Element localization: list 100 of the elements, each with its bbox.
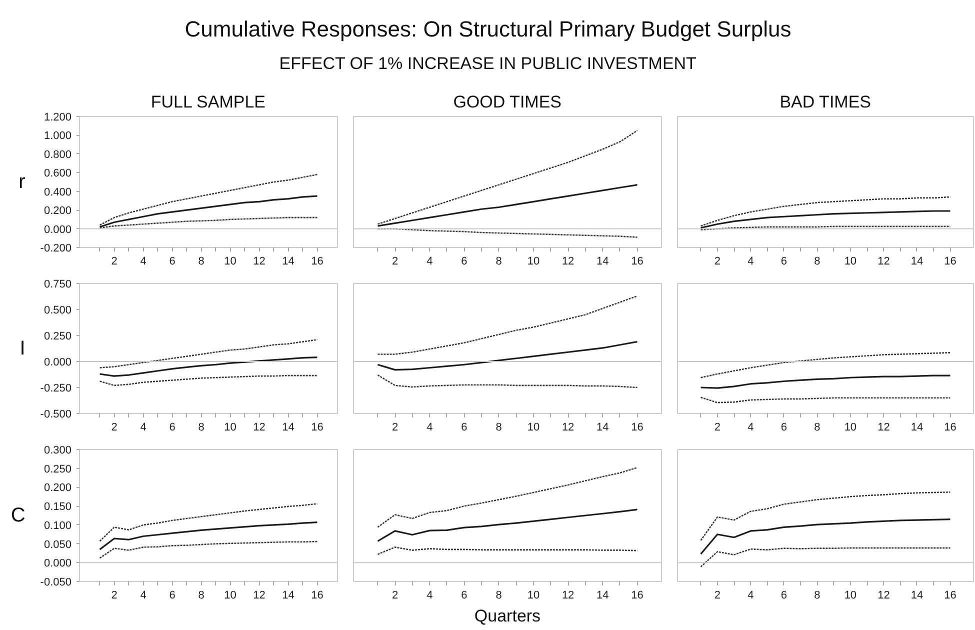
y-tick-label: 0.750: [44, 278, 72, 290]
y-tick-label: 0.050: [44, 538, 72, 551]
y-tick-label: 0.600: [44, 168, 72, 180]
y-tick-label: 0.100: [44, 520, 72, 532]
x-tick-label: 2: [392, 422, 398, 434]
x-tick-label: 2: [714, 422, 720, 434]
x-tick-label: 14: [282, 590, 294, 602]
x-tick-label: 6: [461, 422, 468, 434]
x-tick-label: 16: [311, 590, 324, 602]
chart-title: GOOD TIMES: [453, 92, 562, 112]
x-tick-label: 8: [496, 256, 502, 268]
x-tick-label: 6: [461, 256, 468, 268]
x-tick-label: 16: [631, 590, 644, 602]
x-tick-label: 4: [140, 256, 146, 268]
x-tick-label: 10: [844, 590, 857, 602]
x-tick-label: 10: [527, 590, 540, 602]
x-tick-label: 14: [910, 422, 924, 434]
x-tick-label: 8: [198, 590, 204, 602]
x-tick-label: 16: [944, 256, 956, 268]
y-axis-title: C: [10, 504, 26, 526]
x-tick-label: 16: [631, 422, 644, 434]
x-tick-label: 12: [253, 590, 266, 602]
x-tick-label: 12: [253, 422, 266, 434]
x-tick-label: 2: [111, 256, 118, 268]
x-tick-label: 4: [140, 590, 146, 602]
chart-title: BAD TIMES: [780, 92, 872, 112]
x-tick-label: 14: [596, 422, 609, 434]
x-tick-label: 4: [426, 256, 433, 268]
x-tick-label: 4: [426, 590, 433, 602]
x-tick-label: 10: [844, 256, 857, 268]
chart-title: FULL SAMPLE: [150, 92, 266, 112]
x-tick-label: 8: [814, 422, 820, 434]
x-tick-label: 10: [224, 422, 236, 434]
x-tick-label: 8: [496, 422, 502, 434]
x-tick-label: 8: [814, 590, 820, 602]
y-tick-label: 0.300: [44, 444, 72, 456]
y-tick-label: 0.800: [44, 148, 72, 161]
x-tick-label: 16: [311, 256, 324, 268]
y-tick-label: 0.150: [44, 501, 72, 514]
x-tick-label: 6: [780, 422, 787, 434]
x-tick-label: 6: [461, 590, 468, 602]
x-tick-label: 4: [748, 256, 754, 268]
y-tick-label: 0.000: [44, 356, 72, 368]
x-tick-label: 10: [527, 422, 540, 434]
y-tick-label: 1.000: [44, 130, 72, 142]
y-tick-label: 0.500: [44, 304, 72, 316]
y-tick-label: -0.200: [40, 242, 72, 254]
x-tick-label: 10: [224, 256, 236, 268]
x-tick-label: 2: [111, 590, 118, 602]
y-tick-label: -0.500: [40, 408, 72, 420]
x-tick-label: 10: [844, 422, 857, 434]
x-tick-label: 2: [111, 422, 118, 434]
x-tick-label: 14: [282, 422, 294, 434]
x-tick-label: 12: [253, 256, 266, 268]
x-tick-label: 16: [311, 422, 324, 434]
x-tick-label: 12: [878, 256, 890, 268]
x-tick-label: 10: [224, 590, 236, 602]
x-tick-label: 4: [140, 422, 146, 434]
x-tick-label: 14: [910, 590, 924, 602]
x-tick-label: 8: [198, 256, 204, 268]
x-tick-label: 2: [392, 590, 398, 602]
x-tick-label: 6: [169, 256, 176, 268]
x-tick-label: 14: [596, 256, 609, 268]
x-tick-label: 2: [392, 256, 398, 268]
x-tick-label: 14: [282, 256, 294, 268]
x-tick-label: 6: [169, 422, 176, 434]
text: Cumulative Responses: On Structural Primary Budget Surplus: [184, 16, 792, 42]
x-tick-label: 8: [814, 256, 820, 268]
x-tick-label: 4: [748, 590, 754, 602]
x-tick-label: 6: [169, 590, 176, 602]
x-tick-label: 2: [714, 590, 720, 602]
x-tick-label: 8: [496, 590, 502, 602]
y-axis-title: I: [20, 338, 26, 360]
y-tick-label: 0.250: [44, 330, 72, 342]
y-tick-label: 0.200: [44, 482, 72, 494]
x-tick-label: 14: [596, 590, 609, 602]
x-tick-label: 12: [878, 422, 890, 434]
x-tick-label: 16: [944, 422, 956, 434]
x-tick-label: 12: [878, 590, 890, 602]
x-tick-label: 12: [562, 256, 574, 268]
x-tick-label: 14: [910, 256, 924, 268]
y-tick-label: 1.200: [44, 112, 72, 124]
y-tick-label: 0.200: [44, 205, 72, 218]
x-tick-label: 16: [944, 590, 956, 602]
x-tick-label: 4: [748, 422, 754, 434]
x-axis-title: Quarters: [474, 606, 541, 626]
x-tick-label: 16: [631, 256, 644, 268]
x-tick-label: 8: [198, 422, 204, 434]
y-tick-label: 0.000: [44, 224, 72, 236]
x-tick-label: 10: [527, 256, 540, 268]
x-tick-label: 6: [780, 590, 787, 602]
x-tick-label: 12: [562, 422, 574, 434]
x-tick-label: 12: [562, 590, 574, 602]
x-tick-label: 2: [714, 256, 720, 268]
y-tick-label: 0.400: [44, 186, 72, 198]
y-tick-label: -0.050: [40, 576, 72, 588]
y-tick-label: 0.000: [44, 558, 72, 570]
y-axis-title: r: [18, 171, 26, 193]
y-tick-label: -0.250: [40, 382, 72, 394]
x-tick-label: 4: [426, 422, 433, 434]
